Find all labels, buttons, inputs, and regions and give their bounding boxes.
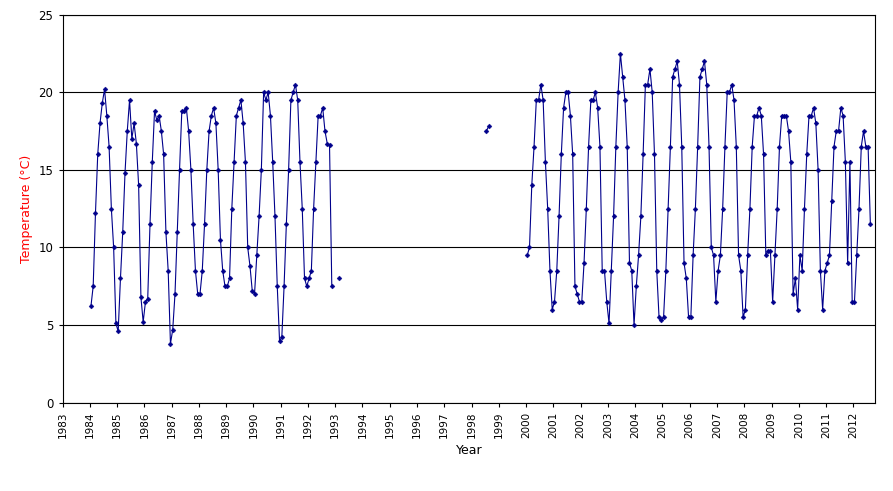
Y-axis label: Temperature (°C): Temperature (°C) bbox=[20, 155, 33, 263]
X-axis label: Year: Year bbox=[455, 444, 482, 457]
